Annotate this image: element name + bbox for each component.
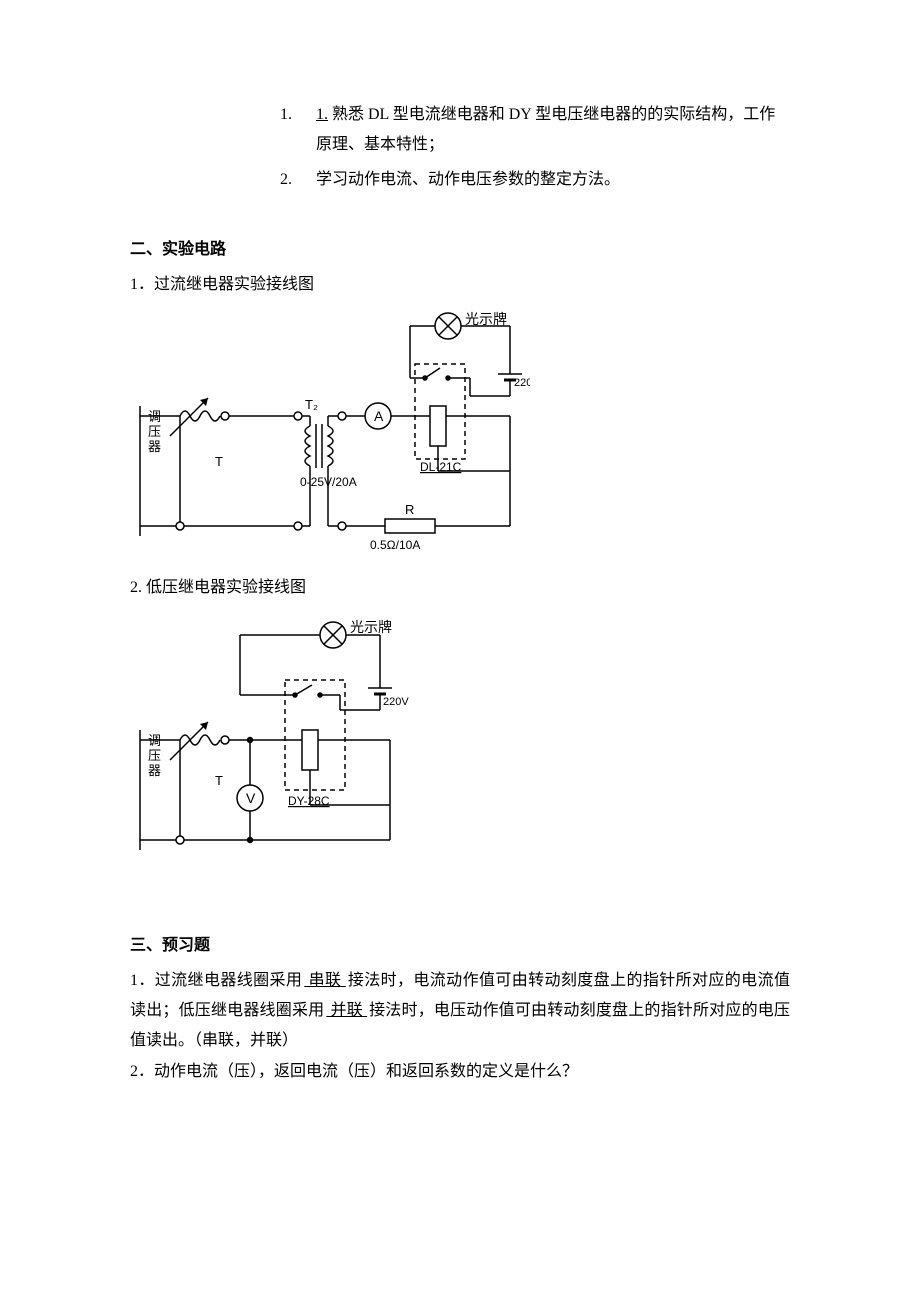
diagram1-label-xformer-spec: 0-25V/20A <box>300 475 357 489</box>
objective-body: 熟悉 DL 型电流继电器和 DY 型电压继电器的的实际结构，工作原理、基本特性； <box>316 106 775 153</box>
objective-prefix-underlined: 1. <box>316 106 328 123</box>
q1-blank2: 并联 <box>324 1002 369 1019</box>
svg-text:器: 器 <box>148 763 161 778</box>
svg-text:压: 压 <box>148 424 161 439</box>
objective-text: 学习动作电流、动作电压参数的整定方法。 <box>316 165 790 195</box>
objective-text: 1. 熟悉 DL 型电流继电器和 DY 型电压继电器的的实际结构，工作原理、基本… <box>316 100 790 161</box>
objective-item: 1. 1. 熟悉 DL 型电流继电器和 DY 型电压继电器的的实际结构，工作原理… <box>280 100 790 161</box>
objectives-list: 1. 1. 熟悉 DL 型电流继电器和 DY 型电压继电器的的实际结构，工作原理… <box>130 100 790 195</box>
diagram2-voltmeter-label: V <box>246 790 256 806</box>
svg-text:调: 调 <box>148 733 161 748</box>
diagram2-lamp-label: 光示牌 <box>350 619 392 635</box>
section2-item2-label: 2. 低压继电器实验接线图 <box>130 573 790 603</box>
objective-item: 2. 学习动作电流、动作电压参数的整定方法。 <box>280 165 790 195</box>
diagram1-label-t2: T₂ <box>305 397 318 412</box>
svg-text:压: 压 <box>148 748 161 763</box>
diagram1-ammeter-label: A <box>374 408 384 424</box>
svg-text:调: 调 <box>148 409 161 424</box>
section3-q1: 1．过流继电器线圈采用 串联 接法时，电流动作值可由转动刻度盘上的指针所对应的电… <box>130 966 790 1057</box>
diagram2-label-t: T <box>215 773 223 788</box>
diagram1-relay-label: DL-21C <box>420 460 462 474</box>
q1-blank1: 串联 <box>302 972 348 989</box>
diagram2-relay-label: DY-28C <box>288 794 330 808</box>
svg-text:器: 器 <box>148 439 161 454</box>
section3-q2: 2．动作电流（压），返回电流（压）和返回系数的定义是什么？ <box>130 1057 790 1087</box>
undervoltage-relay-circuit-diagram: 调 压 器 T V <box>130 610 790 871</box>
objective-number: 2. <box>280 165 316 195</box>
objective-body: 学习动作电流、动作电压参数的整定方法。 <box>316 171 620 188</box>
diagram1-lamp-label: 光示牌 <box>465 311 507 327</box>
diagram2-vdc-label: 220V <box>383 696 409 708</box>
q1-part1: 1．过流继电器线圈采用 <box>130 972 302 989</box>
diagram1-vdc-label: 220V <box>514 377 530 389</box>
section3-heading: 三、预习题 <box>130 931 790 961</box>
overcurrent-relay-circuit-diagram: 调 压 器 T T₂ <box>130 306 790 567</box>
document-page: 1. 1. 熟悉 DL 型电流继电器和 DY 型电压继电器的的实际结构，工作原理… <box>0 0 920 1302</box>
diagram1-r-label: R <box>405 502 414 517</box>
diagram1-r-spec: 0.5Ω/10A <box>370 538 420 552</box>
section2-item1-label: 1．过流继电器实验接线图 <box>130 270 790 300</box>
section2-heading: 二、实验电路 <box>130 235 790 265</box>
objective-number: 1. <box>280 100 316 161</box>
diagram1-label-t: T <box>215 454 223 469</box>
